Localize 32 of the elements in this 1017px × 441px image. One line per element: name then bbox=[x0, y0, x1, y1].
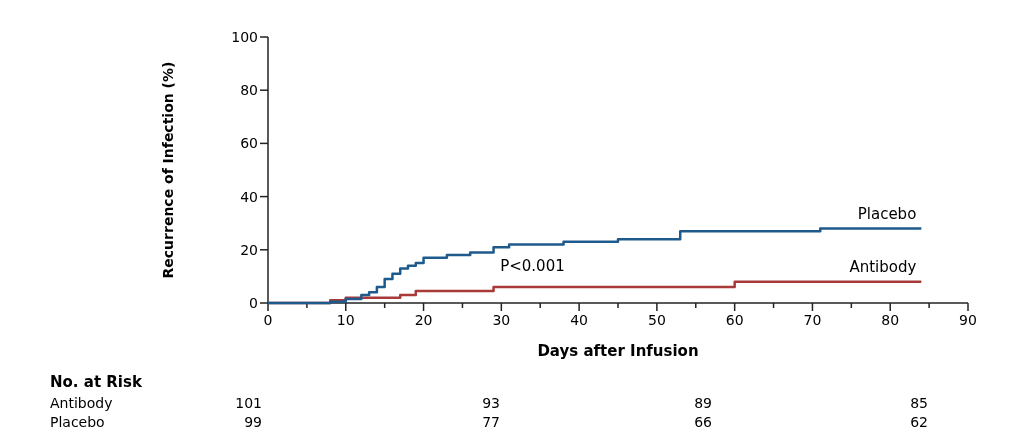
text: No. at Risk bbox=[50, 373, 143, 391]
y-tick-label: 60 bbox=[240, 135, 258, 152]
x-tick-label: 30 bbox=[492, 312, 511, 328]
text: 62 bbox=[910, 414, 928, 430]
x-tick-label: 80 bbox=[881, 312, 900, 328]
x-tick-label: 10 bbox=[336, 312, 355, 328]
annotation: P<0.001 bbox=[500, 257, 565, 276]
text: Placebo bbox=[50, 414, 105, 430]
text: 93 bbox=[482, 395, 500, 411]
x-tick-label: 0 bbox=[263, 312, 273, 328]
text: Antibody bbox=[50, 395, 113, 411]
series-label: Antibody bbox=[849, 257, 917, 276]
text: 89 bbox=[694, 395, 712, 411]
y-tick-label: 0 bbox=[249, 294, 258, 311]
x-tick-label: 20 bbox=[414, 312, 433, 328]
x-tick-label: 70 bbox=[803, 312, 822, 328]
text: 85 bbox=[910, 395, 928, 411]
text: 77 bbox=[482, 414, 500, 430]
y-axis-title: Recurrence of Infection (%) bbox=[160, 61, 176, 279]
y-tick-label: 20 bbox=[240, 241, 258, 258]
x-tick-label: 40 bbox=[570, 312, 589, 328]
y-tick-label: 80 bbox=[240, 82, 258, 99]
x-tick-label: 60 bbox=[725, 312, 744, 328]
x-axis-title: Days after Infusion bbox=[537, 342, 699, 360]
series-label: Placebo bbox=[857, 204, 917, 223]
y-tick-label: 100 bbox=[231, 28, 258, 45]
x-tick-label: 50 bbox=[647, 312, 666, 328]
y-tick-label: 40 bbox=[240, 188, 258, 205]
text: 99 bbox=[244, 414, 262, 430]
x-tick-label: 90 bbox=[959, 312, 977, 328]
text: 101 bbox=[235, 395, 262, 411]
text: 66 bbox=[694, 414, 713, 430]
